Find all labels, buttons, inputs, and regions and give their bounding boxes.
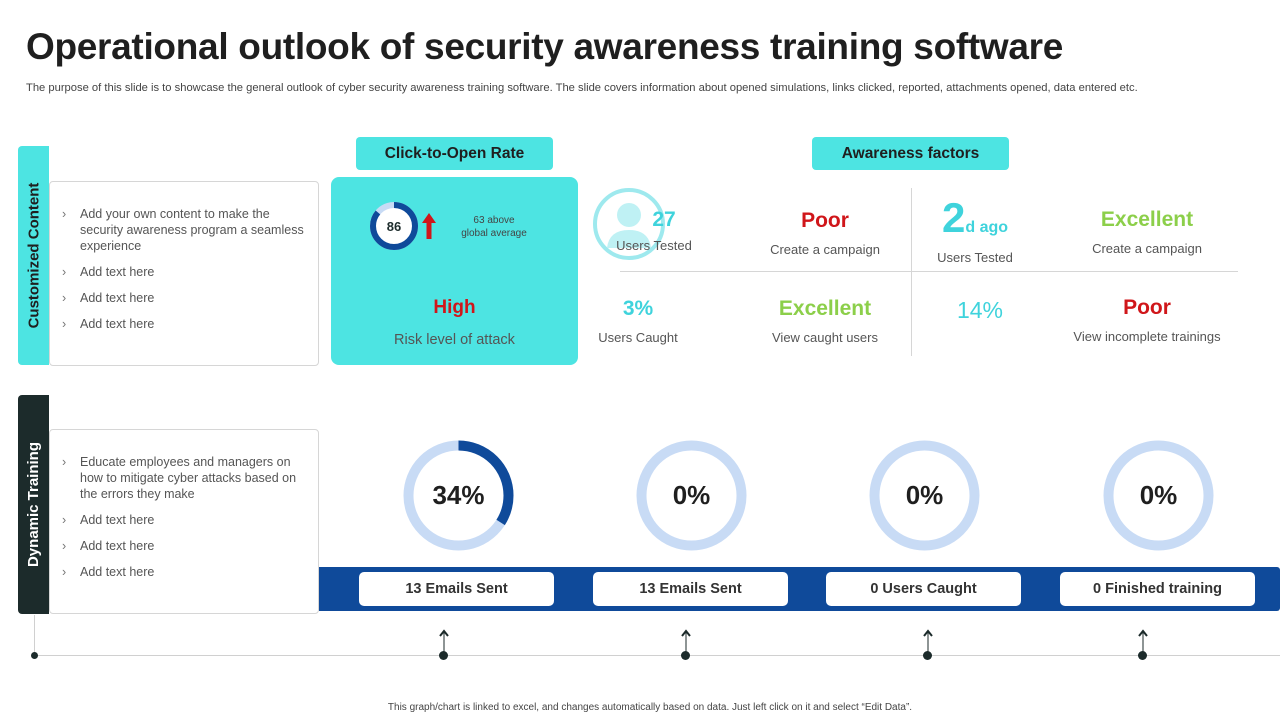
list-item: Educate employees and managers on how to… bbox=[60, 454, 304, 502]
donut-1-value: 34% bbox=[432, 480, 485, 510]
tab-dynamic-training: Dynamic Training bbox=[18, 395, 49, 614]
metric-label: Users Tested bbox=[616, 238, 692, 253]
chevron-up-icon bbox=[681, 629, 691, 654]
click-to-open-header: Click-to-Open Rate bbox=[356, 137, 553, 170]
click-rate-gauge-arc bbox=[370, 202, 418, 250]
list-item: Add text here bbox=[60, 290, 304, 306]
click-rate-value: 86 bbox=[386, 218, 402, 234]
timeline-dot bbox=[923, 651, 932, 660]
divider-vertical bbox=[911, 188, 912, 356]
emails-sent-button-2[interactable]: 13 Emails Sent bbox=[593, 572, 788, 606]
chevron-up-icon bbox=[1138, 629, 1148, 654]
metric-view-caught-users: Excellent View caught users bbox=[755, 297, 895, 345]
chevron-up-icon bbox=[439, 629, 449, 654]
tab-dynamic-training-label: Dynamic Training bbox=[25, 441, 43, 568]
donut-3-value: 0% bbox=[905, 480, 944, 510]
page-title: Operational outlook of security awarenes… bbox=[26, 26, 1064, 67]
metric-label: Users Tested bbox=[937, 250, 1013, 265]
timeline-start-line bbox=[34, 615, 35, 655]
above-average-label: global average bbox=[461, 228, 527, 239]
page-subtitle: The purpose of this slide is to showcase… bbox=[26, 82, 1138, 94]
tab-customized-content-label: Customized Content bbox=[25, 182, 43, 329]
risk-level-value: High bbox=[433, 297, 476, 318]
arrow-up-icon bbox=[422, 213, 436, 239]
timeline-dot bbox=[1138, 651, 1147, 660]
metric-users-tested: 27 Users Tested bbox=[600, 208, 708, 253]
metric-value: Excellent bbox=[1100, 208, 1194, 231]
metric-label: View incomplete trainings bbox=[1073, 329, 1221, 344]
list-item: Add text here bbox=[60, 264, 304, 280]
donut-chart-1: 34% bbox=[401, 438, 516, 553]
divider-horizontal bbox=[620, 271, 1238, 272]
click-to-open-card: 86 63 above global average High Risk lev… bbox=[331, 177, 578, 365]
metric-last-tested: 2d ago Users Tested bbox=[920, 196, 1030, 266]
metric-value: 2d ago bbox=[920, 196, 1030, 250]
donut-1-ring bbox=[403, 440, 514, 551]
donut-chart-4: 0% bbox=[1101, 438, 1216, 553]
footer-text: This graph/chart is linked to excel, and… bbox=[387, 702, 913, 713]
finished-training-button[interactable]: 0 Finished training bbox=[1060, 572, 1255, 606]
metric-value-suffix: d ago bbox=[965, 219, 1009, 236]
timeline bbox=[34, 655, 1280, 656]
metric-view-incomplete-trainings: Poor View incomplete trainings bbox=[1062, 296, 1232, 344]
donut-2-value: 0% bbox=[672, 480, 711, 510]
timeline-start-dot bbox=[31, 652, 38, 659]
tab-customized-content: Customized Content bbox=[18, 146, 49, 365]
footer-note: This graph/chart is linked to excel, and… bbox=[0, 702, 1280, 713]
list-item: Add your own content to make the securit… bbox=[60, 206, 304, 254]
metric-value: Poor bbox=[801, 209, 849, 232]
list-item: Add text here bbox=[60, 316, 304, 332]
metric-value: Poor bbox=[1123, 296, 1171, 319]
metric-value: Excellent bbox=[778, 297, 872, 320]
metric-create-campaign-poor: Poor Create a campaign bbox=[755, 209, 895, 257]
click-rate-gauge bbox=[370, 202, 418, 250]
metric-label: View caught users bbox=[772, 330, 878, 345]
metric-label: Create a campaign bbox=[770, 242, 880, 257]
risk-level-label: Risk level of attack bbox=[394, 332, 515, 348]
metric-percent: 14% bbox=[930, 298, 1030, 322]
metric-create-campaign-excellent: Excellent Create a campaign bbox=[1072, 208, 1222, 256]
metric-label: Create a campaign bbox=[1092, 241, 1202, 256]
chevron-up-icon bbox=[923, 629, 933, 654]
metric-label: Users Caught bbox=[598, 330, 678, 345]
list-item: Add text here bbox=[60, 538, 304, 554]
list-item: Add text here bbox=[60, 564, 304, 580]
donut-chart-3: 0% bbox=[867, 438, 982, 553]
users-caught-button[interactable]: 0 Users Caught bbox=[826, 572, 1021, 606]
user-icon bbox=[593, 188, 665, 260]
metric-value: 27 bbox=[652, 208, 676, 231]
list-item: Add text here bbox=[60, 512, 304, 528]
donut-1-arc bbox=[403, 440, 514, 551]
metric-value: 3% bbox=[622, 297, 654, 320]
emails-sent-button-1[interactable]: 13 Emails Sent bbox=[359, 572, 554, 606]
above-average-value: 63 above bbox=[473, 215, 515, 226]
donut-3-ring bbox=[869, 440, 980, 551]
above-average-note: 63 above global average bbox=[449, 214, 539, 240]
metric-value-number: 2 bbox=[941, 194, 966, 241]
awareness-factors-header: Awareness factors bbox=[812, 137, 1009, 170]
donut-4-ring bbox=[1103, 440, 1214, 551]
timeline-dot bbox=[439, 651, 448, 660]
donut-chart-2: 0% bbox=[634, 438, 749, 553]
donut-2-ring bbox=[636, 440, 747, 551]
donut-4-value: 0% bbox=[1139, 480, 1178, 510]
dynamic-training-box: Educate employees and managers on how to… bbox=[49, 429, 319, 614]
metric-value: 14% bbox=[956, 297, 1004, 323]
metric-users-caught: 3% Users Caught bbox=[588, 297, 688, 345]
timeline-dot bbox=[681, 651, 690, 660]
customized-content-box: Add your own content to make the securit… bbox=[49, 181, 319, 366]
